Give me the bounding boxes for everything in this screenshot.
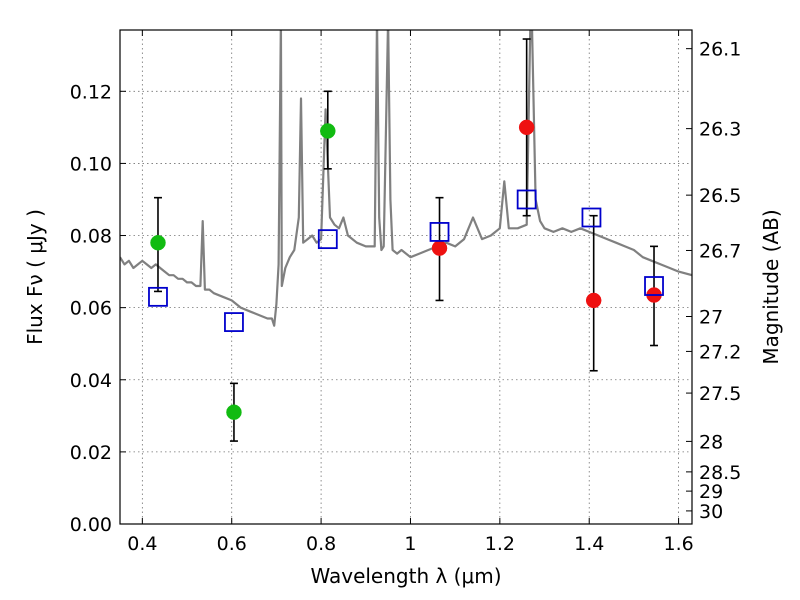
x-axis-label: Wavelength λ (μm) [310,564,501,588]
x-tick-label: 1.6 [663,533,693,555]
y2-axis-label: Magnitude (AB) [759,209,783,364]
model-square [516,189,537,210]
y-tick-label: 0.08 [70,226,112,248]
y2-tick-label: 27 [699,307,723,329]
model-square [644,276,664,296]
data-point [431,240,448,256]
x-tick-label: 0.8 [306,533,336,555]
y2-tick-label: 26.5 [699,185,741,207]
x-axis: 0.4 0.6 0.8 1 1.2 1.4 1.6 [127,30,694,555]
model-square [581,207,602,228]
y-tick-label: 0.12 [70,81,112,103]
data-point [150,234,166,251]
data-point [320,123,336,139]
x-tick-label: 1.4 [574,533,604,555]
y2-tick-label: 26.1 [699,39,741,61]
x-tick-label: 1.2 [485,533,515,555]
data-point [518,119,535,136]
data-point [585,292,602,309]
y2-tick-label: 28 [699,431,723,453]
y2-tick-label: 27.5 [699,383,741,405]
model-square [224,312,244,332]
y-axis-label: Flux Fν ( μJy ) [23,209,47,345]
x-tick-label: 0.4 [127,533,157,555]
data-point [226,404,242,420]
model-square [148,286,168,307]
model-square [429,222,450,242]
x-tick-label: 0.6 [217,533,247,555]
y2-tick-label: 30 [699,501,723,523]
y-tick-label: 0.06 [70,298,112,320]
x-tick-label: 1 [404,533,416,555]
plot-area [120,30,692,442]
y2-tick-label: 26.3 [699,119,741,141]
y-tick-label: 0.04 [70,370,112,392]
y2-tick-label: 29 [699,481,723,503]
model-spectrum-line [120,30,692,327]
y-tick-label: 0.00 [70,514,112,536]
y2-tick-label: 26.7 [699,240,741,262]
y2-tick-label: 28.5 [699,462,741,484]
y-tick-label: 0.02 [70,442,112,464]
model-square [317,229,338,250]
y-tick-label: 0.10 [70,153,112,175]
y2-tick-label: 27.2 [699,341,741,363]
plot-frame [119,29,693,525]
grid-lines [120,30,692,525]
y-axis: 0.00 0.02 0.04 0.06 0.08 0.10 0.12 [70,81,126,536]
